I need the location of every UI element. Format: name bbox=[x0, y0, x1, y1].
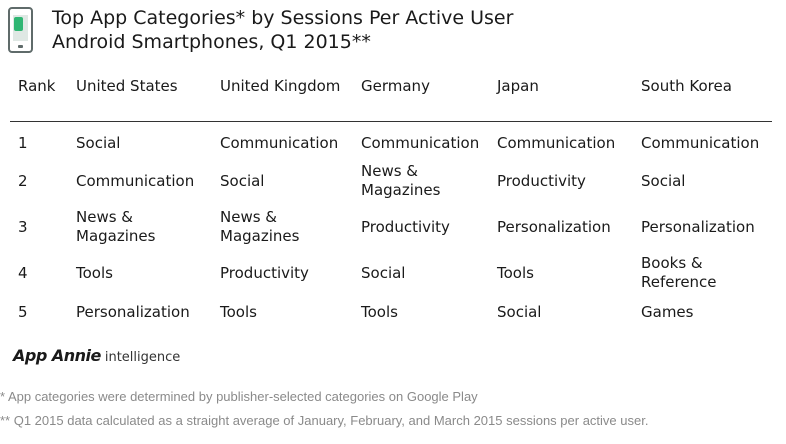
category-cell: Social bbox=[641, 171, 686, 190]
category-cell: News & Magazines bbox=[76, 208, 156, 245]
category-cell: Communication bbox=[361, 133, 480, 152]
category-cell: Productivity bbox=[497, 171, 586, 190]
category-cell: Productivity bbox=[220, 263, 309, 282]
column-header: Rank bbox=[18, 77, 56, 95]
brand-product: intelligence bbox=[104, 350, 181, 365]
category-cell: Personalization bbox=[497, 217, 611, 236]
column-header: United States bbox=[76, 77, 178, 95]
phone-icon bbox=[8, 7, 33, 53]
rank-cell: 2 bbox=[18, 171, 28, 190]
category-cell: Tools bbox=[361, 302, 398, 321]
rank-cell: 5 bbox=[18, 302, 28, 321]
category-cell: Social bbox=[76, 133, 121, 152]
category-cell: Social bbox=[361, 263, 406, 282]
app-annie-logo: App Annie intelligence bbox=[13, 346, 180, 368]
category-cell: Books & Reference bbox=[641, 254, 717, 291]
column-header: United Kingdom bbox=[220, 77, 341, 95]
brand-name: App Annie bbox=[13, 346, 101, 365]
category-cell: Social bbox=[220, 171, 265, 190]
category-cell: Personalization bbox=[641, 217, 755, 236]
category-cell: News & Magazines bbox=[361, 162, 441, 199]
rank-cell: 4 bbox=[18, 263, 28, 282]
category-cell: Communication bbox=[220, 133, 339, 152]
category-cell: Tools bbox=[220, 302, 257, 321]
column-header: Germany bbox=[361, 77, 430, 95]
category-cell: Tools bbox=[76, 263, 113, 282]
title-line-2: Android Smartphones, Q1 2015** bbox=[52, 31, 371, 53]
column-header: South Korea bbox=[641, 77, 732, 95]
footnote-1: * App categories were determined by publ… bbox=[0, 389, 478, 404]
category-cell: Tools bbox=[497, 263, 534, 282]
category-cell: News & Magazines bbox=[220, 208, 300, 245]
category-cell: Productivity bbox=[361, 217, 450, 236]
title-line-1: Top App Categories* by Sessions Per Acti… bbox=[52, 7, 514, 29]
chart-title: Top App Categories* by Sessions Per Acti… bbox=[52, 6, 513, 54]
column-header: Japan bbox=[497, 77, 539, 95]
footnote-2: ** Q1 2015 data calculated as a straight… bbox=[0, 413, 649, 428]
rank-cell: 1 bbox=[18, 133, 28, 152]
category-cell: Communication bbox=[641, 133, 760, 152]
category-cell: Games bbox=[641, 302, 694, 321]
category-cell: Personalization bbox=[76, 302, 190, 321]
header-rule bbox=[10, 121, 772, 122]
category-cell: Communication bbox=[497, 133, 616, 152]
category-cell: Social bbox=[497, 302, 542, 321]
rank-cell: 3 bbox=[18, 217, 28, 236]
category-cell: Communication bbox=[76, 171, 195, 190]
